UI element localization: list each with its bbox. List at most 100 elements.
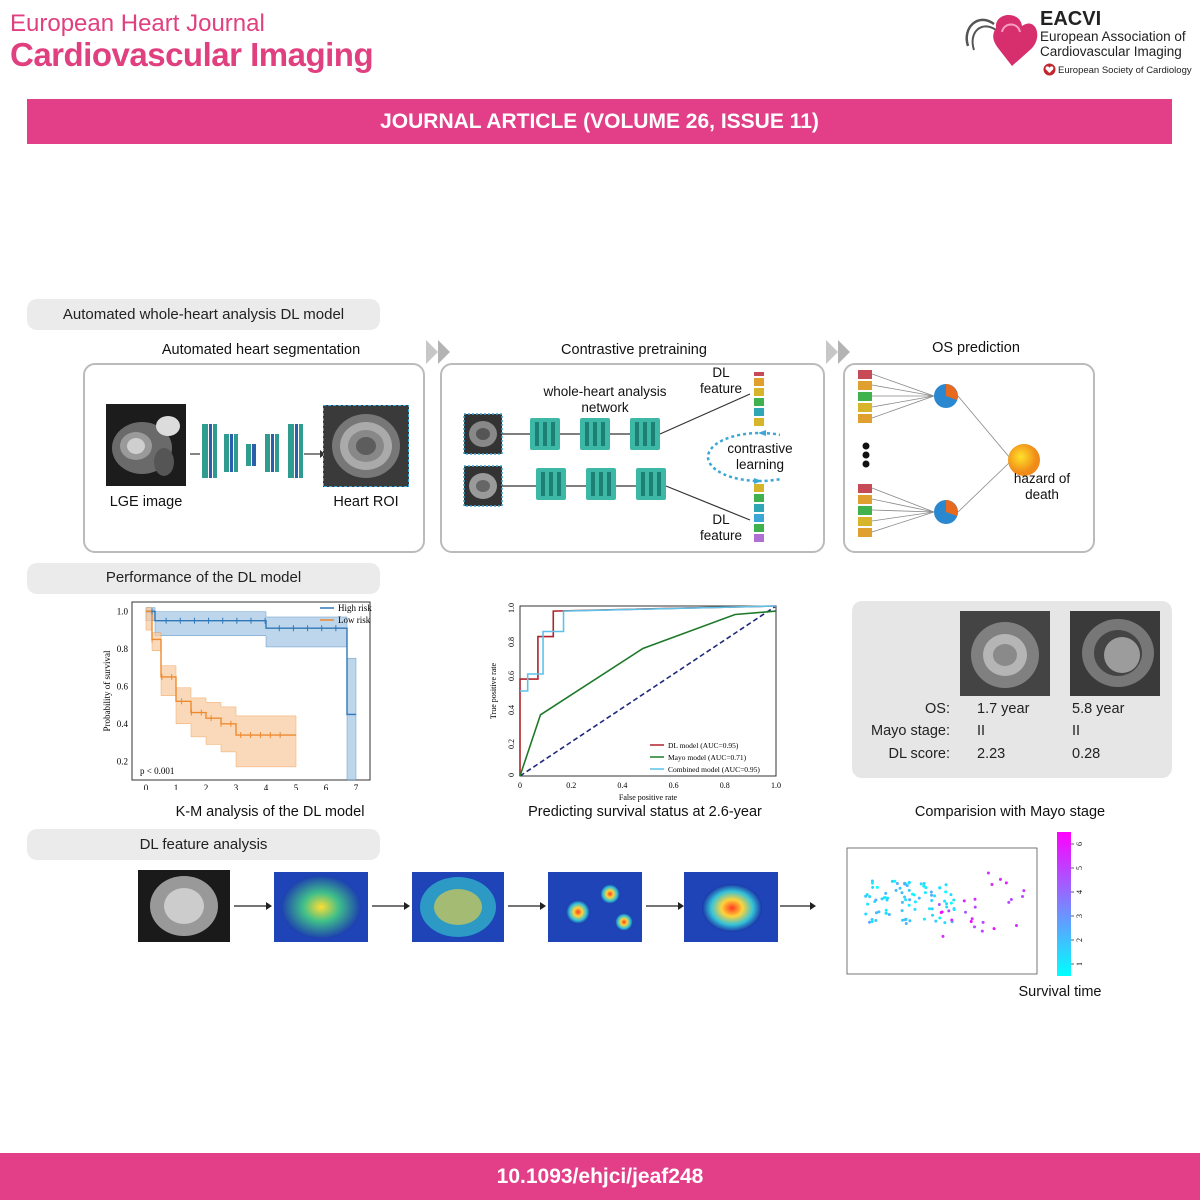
km-caption: K-M analysis of the DL model xyxy=(175,804,365,820)
scatter-point xyxy=(904,922,908,926)
km-legend-high: High risk xyxy=(338,603,372,613)
scatter-point xyxy=(905,884,909,888)
scatter-point xyxy=(941,934,945,938)
heart-roi-image xyxy=(323,405,409,487)
patient-2-score: 0.28 xyxy=(1072,746,1101,762)
scatter-point xyxy=(886,896,890,900)
scatter-point xyxy=(952,908,956,912)
roc-x-tick: 0.6 xyxy=(669,781,679,790)
chevron-right-icon xyxy=(426,340,450,364)
km-legend-low: Low risk xyxy=(338,615,371,625)
scatter-point xyxy=(917,896,921,900)
scatter-point xyxy=(937,902,941,906)
arrow-right-icon xyxy=(780,902,816,910)
scatter-point xyxy=(934,919,938,923)
scatter-point xyxy=(900,900,904,904)
scatter-point xyxy=(928,907,932,911)
roc-legend-dl: DL model (AUC=0.95) xyxy=(668,741,739,750)
roc-legend-mayo: Mayo model (AUC=0.71) xyxy=(668,753,747,762)
scatter-point xyxy=(962,899,966,903)
patient-2-stage: II xyxy=(1072,723,1081,739)
scatter-point xyxy=(877,910,881,914)
org-full-name: European Association of Cardiovascular I… xyxy=(1040,29,1186,59)
scatter-point xyxy=(949,893,953,897)
scatter-point xyxy=(884,911,888,915)
roc-diagonal xyxy=(519,605,777,777)
scatter-point xyxy=(868,895,872,899)
scatter-point xyxy=(940,910,944,914)
km-y-tick: 0.4 xyxy=(117,719,129,729)
km-x-tick: 2 xyxy=(204,783,209,790)
scatter-point xyxy=(950,918,954,922)
scatter-point xyxy=(945,905,949,909)
scatter-point xyxy=(929,890,933,894)
patient-1-stage: II xyxy=(977,723,986,739)
scatter-point xyxy=(980,929,984,933)
esc-heart-icon xyxy=(1043,63,1056,76)
lge-image xyxy=(106,404,186,486)
scatter-point xyxy=(945,902,949,906)
scatter-point xyxy=(1021,894,1025,898)
roc-legend-combined: Combined model (AUC=0.95) xyxy=(668,765,760,774)
roc-y-tick: 0.6 xyxy=(507,671,516,681)
roc-x-tick: 0.2 xyxy=(566,781,576,790)
scatter-point xyxy=(944,883,948,887)
km-y-tick: 1.0 xyxy=(117,606,129,616)
scatter-point xyxy=(933,894,937,898)
scatter-point xyxy=(930,899,934,903)
roc-y-tick: 0.2 xyxy=(507,739,516,749)
scatter-point xyxy=(973,905,977,909)
segmentation-title: Automated heart segmentation xyxy=(161,342,361,358)
scatter-point xyxy=(1014,923,1018,927)
scatter-point xyxy=(1004,881,1008,885)
km-y-tick: 0.6 xyxy=(117,681,129,691)
scatter-point xyxy=(998,877,1002,881)
scatter-point xyxy=(907,903,911,907)
esc-name: European Society of Cardiology xyxy=(1058,65,1192,76)
scatter-point xyxy=(904,898,908,902)
scatter-point xyxy=(990,883,994,887)
scatter-point xyxy=(903,918,907,922)
scatter-point xyxy=(952,898,956,902)
org-line-1: European Association of xyxy=(1040,29,1186,44)
scatter-point xyxy=(864,912,868,916)
dl-feature-top-line-1: DL xyxy=(712,365,730,380)
colorbar-tick: 2 xyxy=(1075,938,1084,942)
scatter-point xyxy=(969,919,973,923)
km-y-tick: 0.8 xyxy=(117,644,129,654)
scatter-point xyxy=(973,897,977,901)
scatter-point xyxy=(986,871,990,875)
network-label-line-2: network xyxy=(581,400,629,415)
km-y-label: Probability of survival xyxy=(102,650,112,731)
colorbar-tick: 4 xyxy=(1075,890,1084,894)
colorbar-tick: 6 xyxy=(1075,842,1084,846)
scatter-point xyxy=(870,881,874,885)
scatter-point xyxy=(964,910,968,914)
contrastive-learning-label: contrastive learning xyxy=(705,441,815,473)
scatter-point xyxy=(919,882,923,886)
colorbar-tick: 5 xyxy=(1075,866,1084,870)
scatter-point xyxy=(864,894,868,898)
scatter-point xyxy=(890,879,894,883)
scatter-point xyxy=(931,913,935,917)
dl-feature-bottom-line-2: feature xyxy=(699,528,743,543)
scatter-point xyxy=(908,919,912,923)
scatter-point xyxy=(1007,900,1011,904)
org-abbreviation: EACVI xyxy=(1040,8,1102,30)
scatter-point xyxy=(913,900,917,904)
km-y-tick: 0.2 xyxy=(117,756,128,766)
dl-score-label: DL score: xyxy=(888,746,950,762)
tsne-scatter-chart: 1 2 3 4 5 6 xyxy=(846,832,1084,976)
scatter-point xyxy=(866,902,870,906)
km-p-value: p < 0.001 xyxy=(140,766,174,776)
roc-y-tick: 0.4 xyxy=(507,705,516,715)
section-tab-performance: Performance of the DL model xyxy=(27,563,380,594)
survival-time-label: Survival time xyxy=(1018,984,1102,1000)
scatter-colorbar xyxy=(1057,832,1071,976)
network-label: whole-heart analysis network xyxy=(520,384,690,416)
scatter-point xyxy=(895,881,899,885)
scatter-point xyxy=(903,881,907,885)
scatter-point xyxy=(907,881,911,885)
roc-x-tick: 0.8 xyxy=(720,781,730,790)
scatter-point xyxy=(884,908,888,912)
